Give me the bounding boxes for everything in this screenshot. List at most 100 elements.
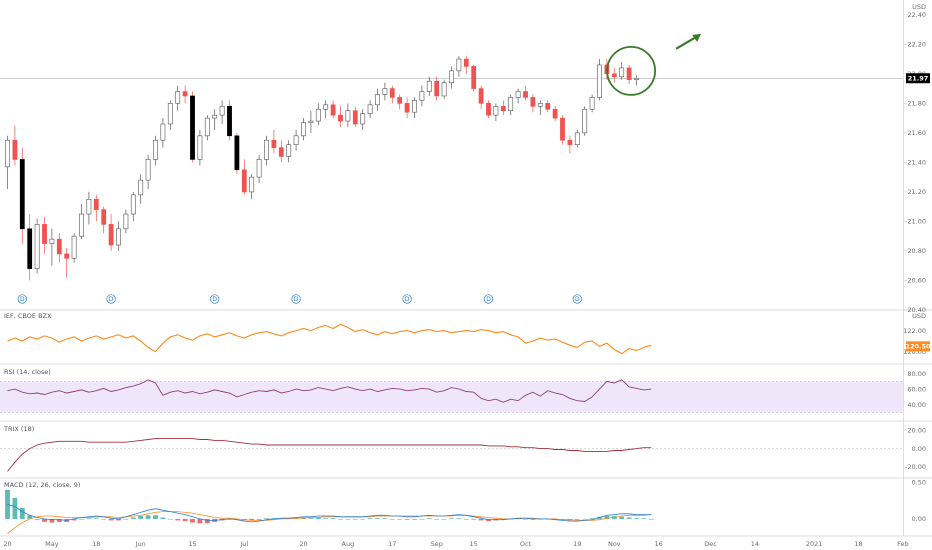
candle[interactable] (330, 100, 336, 119)
candle[interactable] (634, 75, 639, 86)
candle[interactable] (419, 85, 425, 107)
candle[interactable] (456, 56, 462, 77)
candle[interactable] (426, 76, 432, 96)
candle[interactable] (360, 109, 366, 130)
candle[interactable] (219, 100, 225, 124)
candle[interactable] (397, 94, 403, 110)
candle[interactable] (42, 217, 47, 254)
candle[interactable] (153, 135, 158, 166)
candle[interactable] (293, 129, 299, 151)
candle[interactable] (582, 106, 588, 136)
candle[interactable] (449, 66, 454, 89)
candle[interactable] (515, 88, 521, 104)
candle[interactable] (197, 129, 203, 166)
candle[interactable] (389, 85, 395, 104)
candle[interactable] (367, 100, 373, 119)
candle[interactable] (145, 155, 151, 189)
candle[interactable] (530, 94, 536, 113)
candle[interactable] (597, 59, 602, 101)
candle[interactable] (545, 100, 551, 113)
candle[interactable] (552, 106, 558, 122)
candle[interactable] (116, 221, 121, 251)
rsi-line[interactable] (7, 379, 652, 403)
candle[interactable] (101, 206, 107, 234)
ief-line[interactable] (7, 323, 652, 355)
candle[interactable] (611, 67, 617, 83)
candle[interactable] (486, 100, 491, 119)
candle[interactable] (160, 118, 166, 148)
candle[interactable] (523, 85, 528, 101)
candle[interactable] (241, 159, 247, 195)
candle[interactable] (308, 110, 314, 133)
candle[interactable] (500, 100, 506, 116)
candle[interactable] (404, 97, 410, 119)
candle[interactable] (234, 132, 240, 175)
candle[interactable] (204, 115, 210, 141)
candle[interactable] (338, 106, 343, 127)
candle[interactable] (567, 135, 573, 154)
candle[interactable] (86, 191, 92, 225)
candle[interactable] (138, 174, 144, 204)
candle[interactable] (441, 79, 447, 99)
candle[interactable] (212, 109, 218, 130)
candle[interactable] (34, 218, 40, 274)
candle[interactable] (382, 82, 388, 101)
dividend-marker[interactable] (483, 294, 494, 304)
candle[interactable] (108, 214, 114, 251)
dividend-marker[interactable] (572, 294, 582, 304)
candle[interactable] (278, 140, 284, 163)
candle[interactable] (412, 97, 417, 119)
candle[interactable] (352, 106, 358, 127)
candle[interactable] (227, 100, 232, 141)
candle[interactable] (49, 228, 55, 266)
dividend-marker[interactable] (17, 294, 27, 304)
candle[interactable] (574, 129, 580, 148)
candle[interactable] (19, 147, 25, 244)
candle[interactable] (5, 135, 10, 189)
candle[interactable] (190, 91, 195, 163)
candle[interactable] (589, 94, 595, 113)
candle-body (27, 228, 33, 269)
candle[interactable] (375, 88, 380, 111)
candle[interactable] (301, 118, 306, 141)
candle[interactable] (271, 129, 277, 154)
candle[interactable] (537, 100, 543, 116)
candle[interactable] (56, 233, 62, 263)
candle[interactable] (264, 135, 269, 166)
candle[interactable] (167, 100, 173, 130)
candle[interactable] (71, 233, 77, 263)
candle[interactable] (182, 85, 188, 104)
candle[interactable] (12, 125, 18, 166)
candle[interactable] (123, 209, 129, 234)
candle[interactable] (79, 203, 84, 240)
candle[interactable] (345, 103, 351, 127)
candle[interactable] (130, 191, 136, 222)
indicator-panes[interactable]: IEF, CBOE BZX RSI (14, close) TRIX (18) MAC… (0, 312, 903, 534)
candle[interactable] (560, 115, 565, 145)
candle[interactable] (93, 194, 99, 222)
candle[interactable] (463, 56, 469, 74)
candle[interactable] (626, 64, 632, 85)
candle[interactable] (478, 85, 484, 110)
candle[interactable] (434, 76, 440, 101)
candle[interactable] (286, 140, 292, 163)
candle[interactable] (27, 214, 33, 281)
dividend-marker[interactable] (402, 294, 412, 304)
dividend-marker[interactable] (210, 294, 220, 304)
candle[interactable] (64, 248, 70, 278)
candle[interactable] (493, 103, 499, 122)
trix-line[interactable] (7, 438, 652, 472)
candle[interactable] (175, 85, 181, 111)
candle[interactable] (619, 62, 625, 80)
dividend-marker[interactable] (291, 294, 301, 304)
candle[interactable] (471, 64, 477, 92)
candle[interactable] (256, 155, 262, 184)
candle[interactable] (249, 174, 255, 200)
macd-line[interactable] (7, 504, 652, 523)
candle[interactable] (315, 103, 321, 126)
candle[interactable] (508, 94, 514, 116)
dividend-marker[interactable] (106, 294, 116, 304)
candle[interactable] (323, 100, 329, 119)
